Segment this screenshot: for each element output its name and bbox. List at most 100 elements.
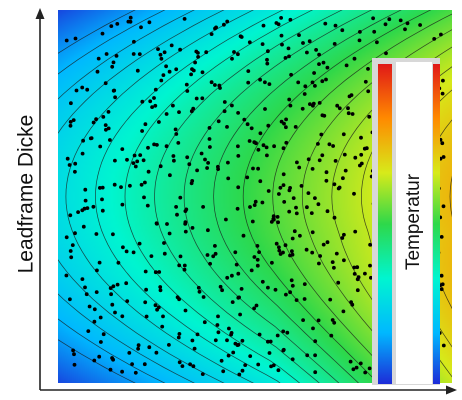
scatter-point xyxy=(236,185,241,190)
scatter-point xyxy=(320,79,325,84)
scatter-point xyxy=(103,81,108,86)
scatter-point xyxy=(104,127,108,132)
scatter-point xyxy=(120,369,124,374)
scatter-point xyxy=(301,318,305,322)
scatter-point xyxy=(195,332,200,337)
y-axis-label: Leadframe Dicke xyxy=(15,115,38,274)
scatter-point xyxy=(375,40,379,45)
scatter-point xyxy=(342,232,346,237)
scatter-point xyxy=(135,159,140,164)
scatter-point xyxy=(68,213,73,218)
scatter-point xyxy=(439,273,444,278)
scatter-point xyxy=(276,22,281,27)
scatter-point xyxy=(153,270,158,275)
scatter-point xyxy=(164,112,169,116)
scatter-point xyxy=(137,52,142,56)
scatter-point xyxy=(185,155,190,160)
scatter-point xyxy=(346,106,350,111)
scatter-point xyxy=(83,198,88,203)
scatter-point xyxy=(296,80,301,85)
scatter-point xyxy=(325,240,330,245)
scatter-point xyxy=(92,319,97,324)
scatter-point xyxy=(136,343,141,348)
contour-line xyxy=(58,10,225,383)
scatter-point xyxy=(96,56,101,61)
scatter-point xyxy=(263,80,267,85)
scatter-point xyxy=(120,202,125,207)
scatter-point xyxy=(137,241,142,246)
scatter-point xyxy=(143,269,148,274)
scatter-point xyxy=(87,304,92,309)
scatter-point xyxy=(196,55,201,59)
scatter-point xyxy=(344,63,349,68)
contour-line xyxy=(242,10,432,383)
scatter-point xyxy=(227,326,231,331)
scatter-point xyxy=(439,235,444,239)
contour-line xyxy=(124,10,314,383)
scatter-point xyxy=(353,155,358,160)
scatter-point xyxy=(333,159,338,163)
scatter-point xyxy=(341,176,345,181)
scatter-point xyxy=(336,280,341,285)
scatter-point xyxy=(311,101,316,106)
scatter-point xyxy=(167,343,171,347)
scatter-point xyxy=(290,249,294,254)
scatter-point xyxy=(278,252,283,256)
scatter-point xyxy=(302,297,307,301)
scatter-point xyxy=(255,257,260,262)
scatter-point xyxy=(131,250,136,255)
scatter-point xyxy=(133,370,138,375)
scatter-point xyxy=(111,60,116,65)
scatter-point xyxy=(208,261,213,266)
scatter-point xyxy=(340,236,345,240)
scatter-point xyxy=(145,203,150,208)
scatter-point xyxy=(164,144,169,149)
scatter-point xyxy=(113,158,117,163)
scatter-point xyxy=(176,335,181,340)
scatter-point xyxy=(124,249,129,254)
scatter-point xyxy=(95,69,100,74)
scatter-point xyxy=(184,82,189,87)
scatter-point xyxy=(97,354,102,359)
scatter-point xyxy=(363,271,367,276)
scatter-point xyxy=(265,153,269,158)
scatter-point xyxy=(80,277,85,281)
scatter-point xyxy=(230,273,234,278)
x-axis xyxy=(40,385,457,395)
scatter-point xyxy=(199,151,204,156)
scatter-point xyxy=(183,222,188,226)
scatter-point xyxy=(111,88,116,93)
scatter-point xyxy=(68,123,73,128)
scatter-point xyxy=(332,215,337,220)
scatter-point xyxy=(306,157,311,162)
scatter-point xyxy=(111,357,115,362)
scatter-point xyxy=(246,80,251,85)
scatter-point xyxy=(311,326,315,331)
scatter-point xyxy=(313,196,317,201)
scatter-point xyxy=(310,167,315,171)
scatter-point xyxy=(136,346,141,351)
scatter-point xyxy=(100,31,105,36)
scatter-point xyxy=(418,23,422,27)
scatter-point xyxy=(281,183,286,188)
scatter-point xyxy=(242,117,247,122)
scatter-point xyxy=(158,288,163,293)
scatter-point xyxy=(303,84,308,89)
scatter-point xyxy=(182,263,187,268)
scatter-point xyxy=(441,343,446,348)
scatter-point xyxy=(205,253,210,257)
scatter-point xyxy=(68,249,73,253)
scatter-point xyxy=(256,166,260,171)
scatter-point xyxy=(258,179,263,184)
scatter-point xyxy=(317,158,322,163)
scatter-point xyxy=(266,123,271,128)
scatter-point xyxy=(174,205,179,209)
scatter-point xyxy=(189,181,194,186)
scatter-point xyxy=(313,339,318,344)
scatter-point xyxy=(387,17,392,22)
scatter-point xyxy=(153,103,158,108)
scatter-point xyxy=(238,34,243,39)
scatter-point xyxy=(319,132,324,137)
scatter-point xyxy=(439,32,443,37)
contour-line xyxy=(58,10,195,383)
